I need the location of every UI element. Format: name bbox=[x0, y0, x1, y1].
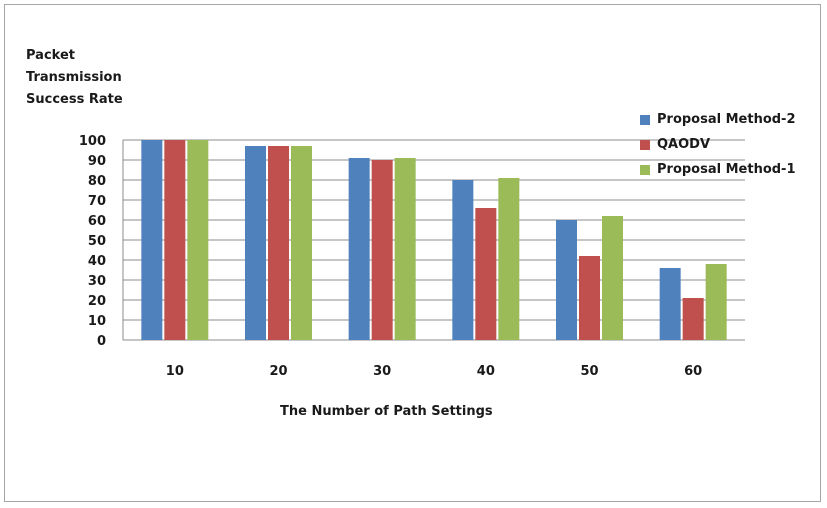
legend-swatch-proposal-method-1 bbox=[640, 165, 650, 175]
legend-label-qaodv: QAODV bbox=[657, 137, 711, 152]
legend-swatch-proposal-method-2 bbox=[640, 115, 650, 125]
bar-proposal-method-2-40 bbox=[452, 180, 474, 340]
y-tick-label: 50 bbox=[88, 234, 106, 249]
legend-label-proposal-method-1: Proposal Method-1 bbox=[657, 162, 796, 177]
y-tick-label: 90 bbox=[88, 154, 106, 169]
bar-proposal-method-1-60 bbox=[705, 264, 727, 340]
legend-item-proposal-method-2: Proposal Method-2 bbox=[640, 112, 820, 137]
x-axis-title: The Number of Path Settings bbox=[280, 404, 493, 419]
bar-qaodv-50 bbox=[579, 256, 600, 340]
bar-qaodv-40 bbox=[475, 208, 497, 340]
legend-swatch-qaodv bbox=[640, 140, 650, 150]
y-tick-label: 20 bbox=[88, 294, 106, 309]
y-tick-label: 80 bbox=[88, 174, 106, 189]
legend-label-proposal-method-2: Proposal Method-2 bbox=[657, 112, 796, 127]
bar-qaodv-60 bbox=[682, 298, 704, 340]
x-tick-label: 50 bbox=[580, 364, 598, 379]
x-tick-label: 40 bbox=[477, 364, 495, 379]
bar-qaodv-10 bbox=[164, 140, 186, 340]
bar-proposal-method-1-50 bbox=[602, 216, 623, 340]
y-tick-label: 10 bbox=[88, 314, 106, 329]
y-tick-label: 60 bbox=[88, 214, 106, 229]
y-axis-title-line-1: Packet bbox=[26, 48, 75, 63]
y-axis-title-line-2: Transmission bbox=[26, 70, 122, 85]
x-tick-label: 30 bbox=[373, 364, 391, 379]
y-axis-title-line-3: Success Rate bbox=[26, 92, 123, 107]
bar-proposal-method-1-20 bbox=[291, 146, 312, 340]
bar-proposal-method-2-10 bbox=[141, 140, 163, 340]
bar-proposal-method-1-30 bbox=[394, 158, 416, 340]
y-tick-label: 40 bbox=[88, 254, 106, 269]
legend: Proposal Method-2 QAODV Proposal Method-… bbox=[640, 112, 820, 187]
y-tick-label: 70 bbox=[88, 194, 106, 209]
x-tick-label: 60 bbox=[684, 364, 702, 379]
legend-item-proposal-method-1: Proposal Method-1 bbox=[640, 162, 820, 187]
y-tick-label: 0 bbox=[97, 334, 106, 349]
y-tick-label: 30 bbox=[88, 274, 106, 289]
bar-proposal-method-2-60 bbox=[659, 268, 681, 340]
bar-qaodv-20 bbox=[268, 146, 289, 340]
bar-proposal-method-1-40 bbox=[498, 178, 520, 340]
x-tick-label: 20 bbox=[269, 364, 287, 379]
x-tick-label: 10 bbox=[166, 364, 184, 379]
y-tick-label: 100 bbox=[79, 134, 106, 149]
bar-proposal-method-2-20 bbox=[245, 146, 266, 340]
bar-proposal-method-2-50 bbox=[556, 220, 577, 340]
bar-proposal-method-1-10 bbox=[187, 140, 209, 340]
bar-proposal-method-2-30 bbox=[348, 158, 370, 340]
bar-qaodv-30 bbox=[371, 160, 393, 340]
legend-item-qaodv: QAODV bbox=[640, 137, 820, 162]
